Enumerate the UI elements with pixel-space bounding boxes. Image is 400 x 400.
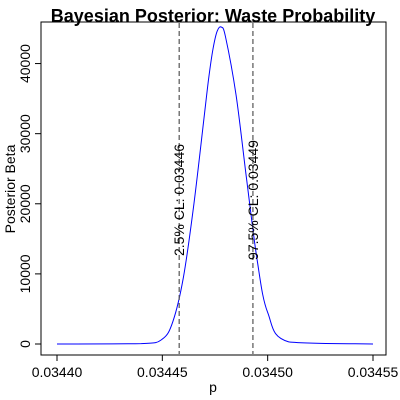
x-tick-label: 0.03445 [137,364,188,380]
y-tick-label: 40000 [17,44,33,83]
series-layer [56,26,374,345]
posterior-density-line [56,26,374,345]
credible-interval-label: 97.5% CL: 0.03449 [245,140,261,260]
y-tick-label: 10000 [17,254,33,293]
credible-interval-label: 2.5% CL: 0.03446 [171,144,187,256]
x-tick-label: 0.03450 [242,364,293,380]
x-tick-label: 0.03455 [348,364,399,380]
y-tick-label: 20000 [17,184,33,223]
plot-frame [40,21,387,356]
x-tick-label: 0.03440 [32,364,83,380]
y-tick-label: 0 [17,340,33,348]
x-axis-label: p [209,379,217,395]
y-tick-label: 30000 [17,114,33,153]
y-axis-label: Posterior Beta [2,144,18,233]
credible-interval-lines: 2.5% CL: 0.03446 97.5% CL: 0.03449 [171,23,261,354]
axes: 0.03440 0.03445 0.03450 0.03455 0 10000 20000 3… [17,44,399,380]
chart-title: Bayesian Posterior: Waste Probability [51,6,375,26]
